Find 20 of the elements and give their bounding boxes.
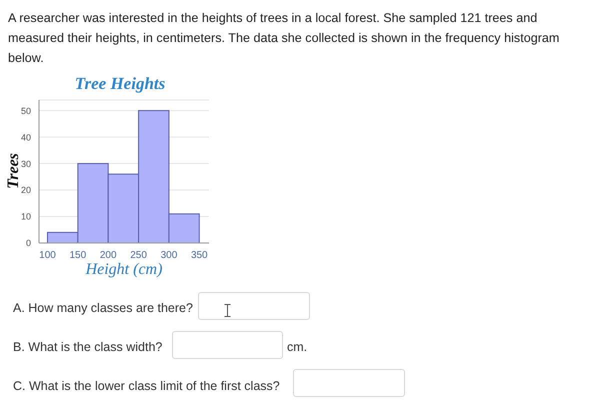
- y-axis-title: Trees: [5, 153, 22, 189]
- x-axis-title: Height (cm): [86, 261, 162, 278]
- text: A researcher was interested in the heights of trees in a local forest. She sampled 121 trees and measured their heights, in centimeters. The data she collected is shown in the frequency histogram below.: [8, 10, 560, 67]
- y-tick-label: 30: [20, 158, 31, 169]
- y-tick-label: 50: [20, 106, 31, 116]
- y-tick-label: 10: [20, 212, 31, 222]
- chart-title: Tree Heights: [74, 74, 166, 93]
- y-tick-label: 20: [20, 185, 31, 196]
- x-tick-label: 250: [130, 250, 148, 262]
- text: cm.: [287, 340, 308, 354]
- x-tick-label: 150: [70, 250, 87, 262]
- y-tick-label: 40: [20, 132, 31, 142]
- text: C. What is the lower class limit of the first class?: [13, 379, 280, 393]
- text: B. What is the class width?: [13, 340, 162, 354]
- x-tick-label: 200: [100, 250, 117, 262]
- text: A. How many classes are there?: [13, 301, 193, 315]
- y-tick-label: 0: [26, 238, 31, 248]
- x-tick-label: 100: [39, 250, 56, 262]
- x-tick-label: 300: [160, 250, 178, 262]
- x-tick-label: 350: [190, 250, 208, 262]
